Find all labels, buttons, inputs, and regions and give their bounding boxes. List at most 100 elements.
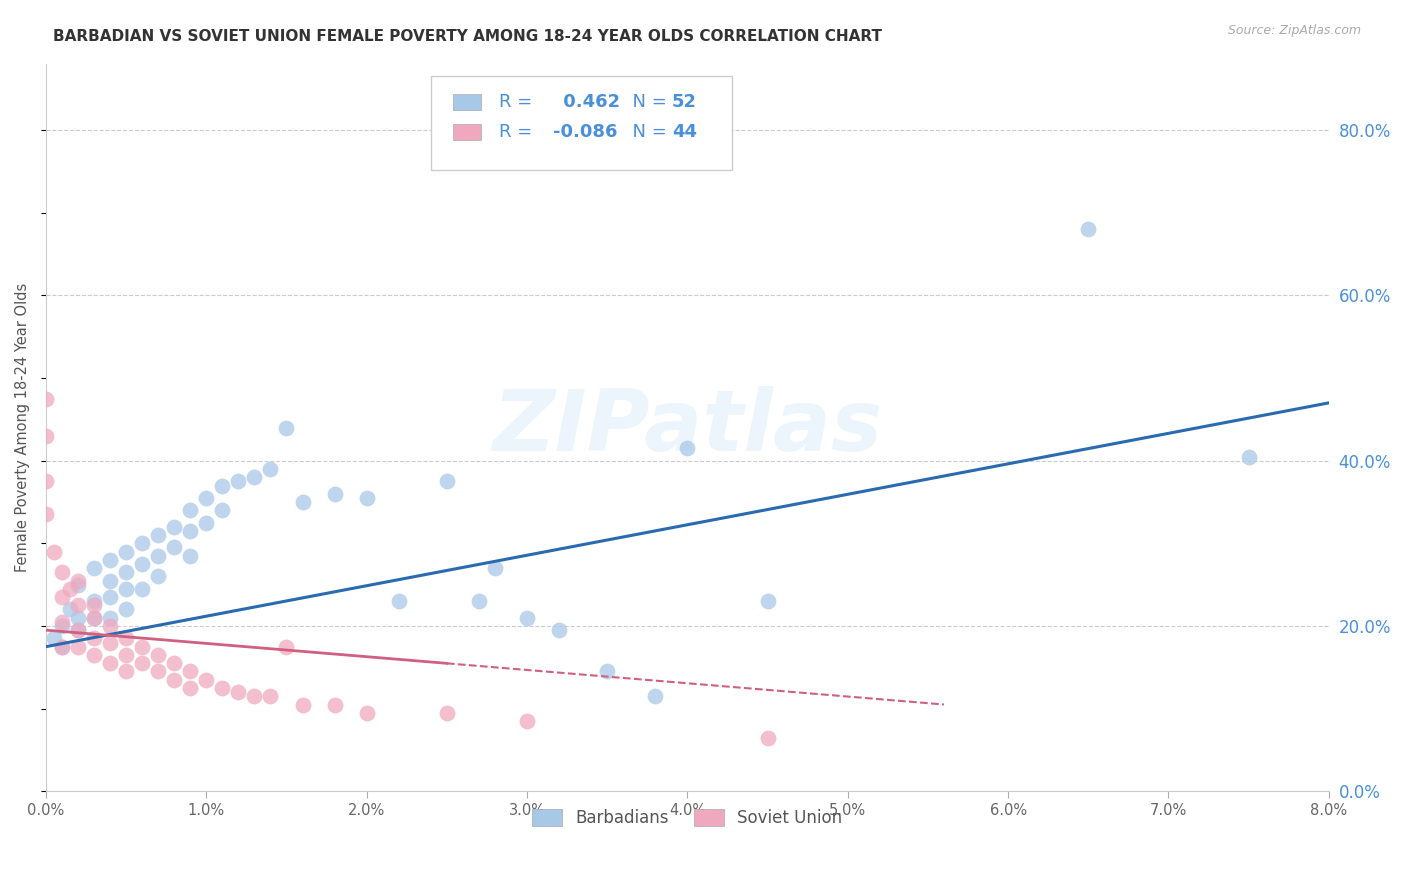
Point bbox=[676, 442, 699, 456]
Point bbox=[51, 566, 73, 580]
Point bbox=[131, 557, 153, 571]
Point bbox=[356, 491, 378, 505]
Point bbox=[228, 685, 250, 699]
Point bbox=[195, 516, 218, 530]
Point bbox=[98, 590, 121, 604]
Point bbox=[644, 690, 666, 704]
Point bbox=[179, 524, 201, 538]
Point bbox=[163, 520, 186, 534]
Point bbox=[67, 574, 90, 588]
Point bbox=[148, 648, 170, 662]
Bar bbox=[453, 124, 481, 140]
Text: 52: 52 bbox=[672, 93, 697, 111]
Point bbox=[291, 495, 314, 509]
Point bbox=[51, 640, 73, 654]
Point bbox=[179, 503, 201, 517]
Point bbox=[59, 582, 82, 596]
Point bbox=[51, 640, 73, 654]
Point bbox=[484, 561, 506, 575]
Point bbox=[179, 549, 201, 563]
Point bbox=[35, 429, 58, 443]
Point bbox=[276, 420, 298, 434]
Point bbox=[211, 478, 233, 492]
Point bbox=[83, 611, 105, 625]
Point bbox=[323, 698, 346, 712]
Text: N =: N = bbox=[620, 123, 672, 142]
Point bbox=[83, 594, 105, 608]
Legend: Barbadians, Soviet Union: Barbadians, Soviet Union bbox=[524, 800, 851, 835]
Point bbox=[115, 544, 138, 558]
Text: R =: R = bbox=[499, 123, 538, 142]
Point bbox=[756, 731, 779, 745]
Point bbox=[67, 640, 90, 654]
Point bbox=[83, 599, 105, 613]
Point bbox=[59, 602, 82, 616]
Point bbox=[115, 602, 138, 616]
Point bbox=[211, 503, 233, 517]
Point bbox=[516, 714, 538, 728]
Point bbox=[35, 392, 58, 406]
Point bbox=[42, 632, 65, 646]
Point bbox=[42, 544, 65, 558]
Text: N =: N = bbox=[620, 93, 672, 111]
Point bbox=[468, 594, 491, 608]
Point bbox=[148, 569, 170, 583]
Point bbox=[115, 566, 138, 580]
Point bbox=[115, 582, 138, 596]
Point bbox=[83, 632, 105, 646]
Text: -0.086: -0.086 bbox=[553, 123, 617, 142]
Text: ZIPatlas: ZIPatlas bbox=[492, 386, 883, 469]
Point bbox=[98, 611, 121, 625]
Point bbox=[131, 656, 153, 670]
Point bbox=[83, 648, 105, 662]
Point bbox=[388, 594, 411, 608]
Text: Source: ZipAtlas.com: Source: ZipAtlas.com bbox=[1227, 24, 1361, 37]
Point bbox=[67, 623, 90, 637]
Point bbox=[131, 536, 153, 550]
Point bbox=[179, 665, 201, 679]
Text: 0.462: 0.462 bbox=[557, 93, 620, 111]
Point bbox=[756, 594, 779, 608]
Text: 44: 44 bbox=[672, 123, 697, 142]
Point bbox=[596, 665, 619, 679]
Point bbox=[35, 508, 58, 522]
Point bbox=[115, 665, 138, 679]
Point bbox=[67, 611, 90, 625]
Point bbox=[98, 656, 121, 670]
Point bbox=[259, 690, 281, 704]
Point bbox=[83, 561, 105, 575]
Point bbox=[67, 577, 90, 591]
Point bbox=[67, 623, 90, 637]
Point bbox=[67, 599, 90, 613]
Point bbox=[51, 615, 73, 629]
Point bbox=[243, 470, 266, 484]
Point bbox=[291, 698, 314, 712]
Text: R =: R = bbox=[499, 93, 538, 111]
Point bbox=[51, 590, 73, 604]
Text: BARBADIAN VS SOVIET UNION FEMALE POVERTY AMONG 18-24 YEAR OLDS CORRELATION CHART: BARBADIAN VS SOVIET UNION FEMALE POVERTY… bbox=[53, 29, 883, 44]
Point bbox=[51, 619, 73, 633]
Point bbox=[323, 487, 346, 501]
Point bbox=[1077, 222, 1099, 236]
Point bbox=[148, 528, 170, 542]
Point bbox=[163, 673, 186, 687]
Point bbox=[548, 623, 571, 637]
Point bbox=[98, 574, 121, 588]
Point bbox=[98, 635, 121, 649]
Point bbox=[98, 619, 121, 633]
Point bbox=[276, 640, 298, 654]
Point bbox=[98, 553, 121, 567]
Point bbox=[195, 491, 218, 505]
Point bbox=[179, 681, 201, 695]
Point bbox=[148, 665, 170, 679]
Point bbox=[356, 706, 378, 720]
Y-axis label: Female Poverty Among 18-24 Year Olds: Female Poverty Among 18-24 Year Olds bbox=[15, 283, 30, 573]
Point bbox=[211, 681, 233, 695]
Point bbox=[1237, 450, 1260, 464]
Point bbox=[259, 462, 281, 476]
Point bbox=[148, 549, 170, 563]
Point bbox=[35, 475, 58, 489]
Point bbox=[163, 541, 186, 555]
Point bbox=[436, 706, 458, 720]
Point bbox=[436, 475, 458, 489]
